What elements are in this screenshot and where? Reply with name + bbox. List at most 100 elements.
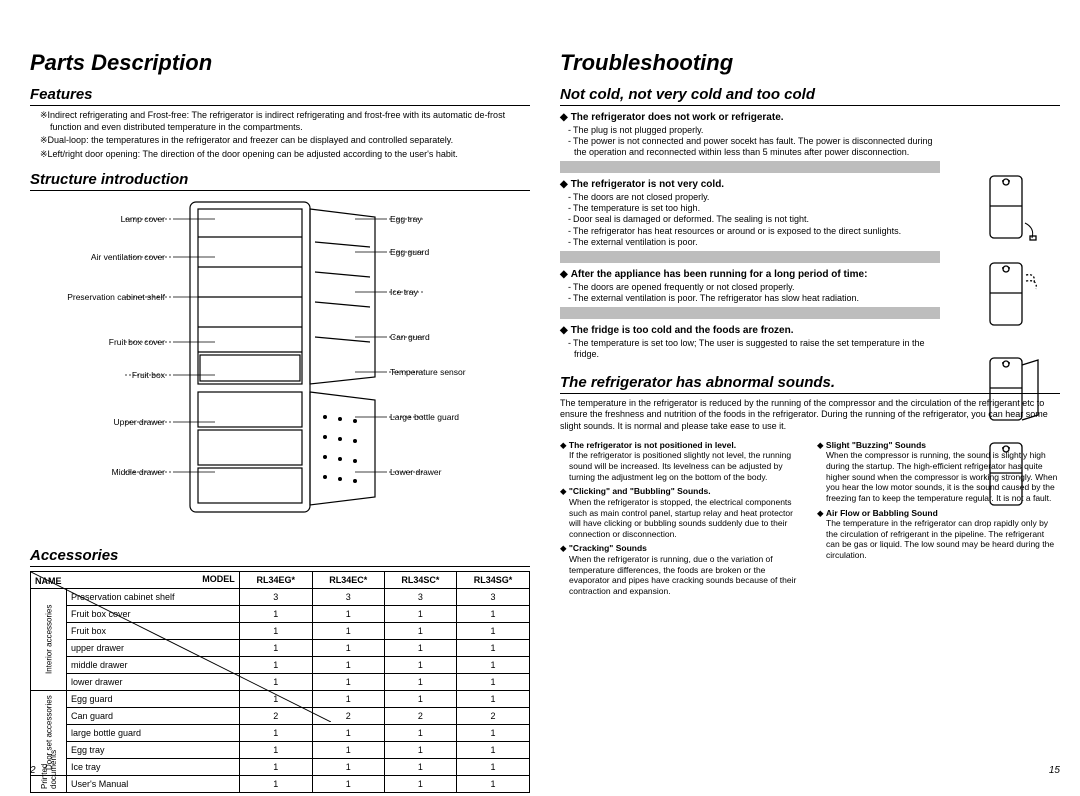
- sound-body: If the refrigerator is positioned slight…: [560, 450, 803, 482]
- feature-item: ※Indirect refrigerating and Frost-free: …: [40, 110, 530, 133]
- accessories-heading: Accessories: [30, 547, 530, 567]
- trouble-item: The doors are opened frequently or not c…: [560, 282, 940, 293]
- trouble-item: Door seal is damaged or deformed. The se…: [560, 214, 940, 225]
- row-name: Fruit box: [67, 622, 240, 639]
- cell: 2: [384, 707, 456, 724]
- row-group: Printed documents: [31, 775, 67, 792]
- feature-item: ※Dual-loop: the temperatures in the refr…: [40, 135, 530, 147]
- row-name: Egg guard: [67, 690, 240, 707]
- table-row: Fruit box cover1111: [31, 605, 530, 622]
- cell: 3: [384, 588, 456, 605]
- trouble-item: The plug is not plugged properly.: [560, 125, 940, 136]
- cell: 1: [239, 758, 312, 775]
- cell: 1: [384, 639, 456, 656]
- cell: 1: [239, 622, 312, 639]
- cell: 1: [312, 605, 384, 622]
- fridge-cartoon-icon: [970, 168, 1050, 248]
- diagram-label: Fruit box cover: [109, 337, 165, 347]
- row-name: Preservation cabinet shelf: [67, 588, 240, 605]
- row-name: Egg tray: [67, 741, 240, 758]
- row-name: User's Manual: [67, 775, 240, 792]
- table-row: large bottle guard1111: [31, 724, 530, 741]
- cell: 3: [312, 588, 384, 605]
- structure-heading: Structure introduction: [30, 171, 530, 191]
- cell: 1: [312, 673, 384, 690]
- parts-title: Parts Description: [30, 50, 530, 76]
- diagram-label: Large bottle guard: [390, 412, 459, 422]
- table-row: Printed documentsUser's Manual1111: [31, 775, 530, 792]
- cell: 1: [457, 690, 530, 707]
- sound-body: When the refrigerator is running, due o …: [560, 554, 803, 597]
- fridge-cartoon-icon: [970, 350, 1050, 430]
- row-name: upper drawer: [67, 639, 240, 656]
- page-number-right: 15: [1049, 765, 1060, 776]
- row-name: middle drawer: [67, 656, 240, 673]
- troubleshooting-title: Troubleshooting: [560, 50, 1060, 76]
- table-row: Can guard2222: [31, 707, 530, 724]
- cell: 1: [384, 775, 456, 792]
- diagram-label: Can guard: [390, 332, 430, 342]
- trouble-heading: After the appliance has been running for…: [560, 269, 940, 282]
- cell: 1: [457, 741, 530, 758]
- cell: 1: [384, 741, 456, 758]
- page-number-left: 2: [30, 765, 36, 776]
- cell: 1: [239, 656, 312, 673]
- table-row: Ice tray1111: [31, 758, 530, 775]
- row-group: Interior accessories: [31, 588, 67, 690]
- table-row: lower drawer1111: [31, 673, 530, 690]
- cell: 2: [312, 707, 384, 724]
- cell: 1: [384, 622, 456, 639]
- not-cold-heading: Not cold, not very cold and too cold: [560, 86, 1060, 106]
- cell: 1: [312, 741, 384, 758]
- cell: 1: [239, 741, 312, 758]
- separator-bar: [560, 251, 940, 263]
- features-heading: Features: [30, 86, 530, 106]
- cell: 1: [312, 622, 384, 639]
- table-row: middle drawer1111: [31, 656, 530, 673]
- table-name-header: NAME MODEL: [31, 571, 240, 588]
- fridge-cartoon-icon: [970, 435, 1050, 515]
- sound-body: The temperature in the refrigerator can …: [817, 518, 1060, 561]
- cell: 1: [457, 605, 530, 622]
- cell: 1: [312, 690, 384, 707]
- cell: 1: [457, 656, 530, 673]
- diagram-label: Lamp cover: [121, 214, 165, 224]
- cell: 1: [312, 656, 384, 673]
- model-col-2: RL34SC*: [384, 571, 456, 588]
- cell: 1: [384, 605, 456, 622]
- cell: 1: [384, 656, 456, 673]
- cell: 1: [312, 724, 384, 741]
- features-list: ※Indirect refrigerating and Frost-free: …: [30, 110, 530, 161]
- diagram-label: Fruit box: [132, 370, 165, 380]
- cell: 1: [312, 639, 384, 656]
- cell: 2: [239, 707, 312, 724]
- sound-heading: The refrigerator is not positioned in le…: [560, 440, 803, 451]
- row-name: large bottle guard: [67, 724, 240, 741]
- trouble-section: The refrigerator does not work or refrig…: [560, 112, 940, 360]
- cell: 1: [457, 758, 530, 775]
- trouble-item: The external ventilation is poor. The re…: [560, 293, 940, 304]
- cell: 1: [239, 639, 312, 656]
- diagram-label: Middle drawer: [112, 467, 165, 477]
- structure-diagram: Lamp coverAir ventilation coverPreservat…: [30, 197, 530, 537]
- cell: 1: [457, 724, 530, 741]
- sound-heading: "Cracking" Sounds: [560, 543, 803, 554]
- table-row: upper drawer1111: [31, 639, 530, 656]
- cell: 2: [457, 707, 530, 724]
- cell: 1: [457, 622, 530, 639]
- cell: 1: [239, 673, 312, 690]
- accessories-table: NAME MODEL RL34EG* RL34EC* RL34SC* RL34S…: [30, 571, 530, 793]
- trouble-item: The temperature is set too low; The user…: [560, 338, 940, 361]
- diagram-label: Egg guard: [390, 247, 429, 257]
- row-name: Ice tray: [67, 758, 240, 775]
- left-page: Parts Description Features ※Indirect ref…: [30, 50, 530, 776]
- cell: 1: [239, 775, 312, 792]
- cell: 3: [457, 588, 530, 605]
- cell: 1: [239, 690, 312, 707]
- trouble-item: The refrigerator has heat resources or a…: [560, 226, 940, 237]
- cell: 1: [457, 673, 530, 690]
- table-row: Interior accessoriesPreservation cabinet…: [31, 588, 530, 605]
- cell: 1: [312, 758, 384, 775]
- table-row: Egg tray1111: [31, 741, 530, 758]
- cell: 1: [239, 724, 312, 741]
